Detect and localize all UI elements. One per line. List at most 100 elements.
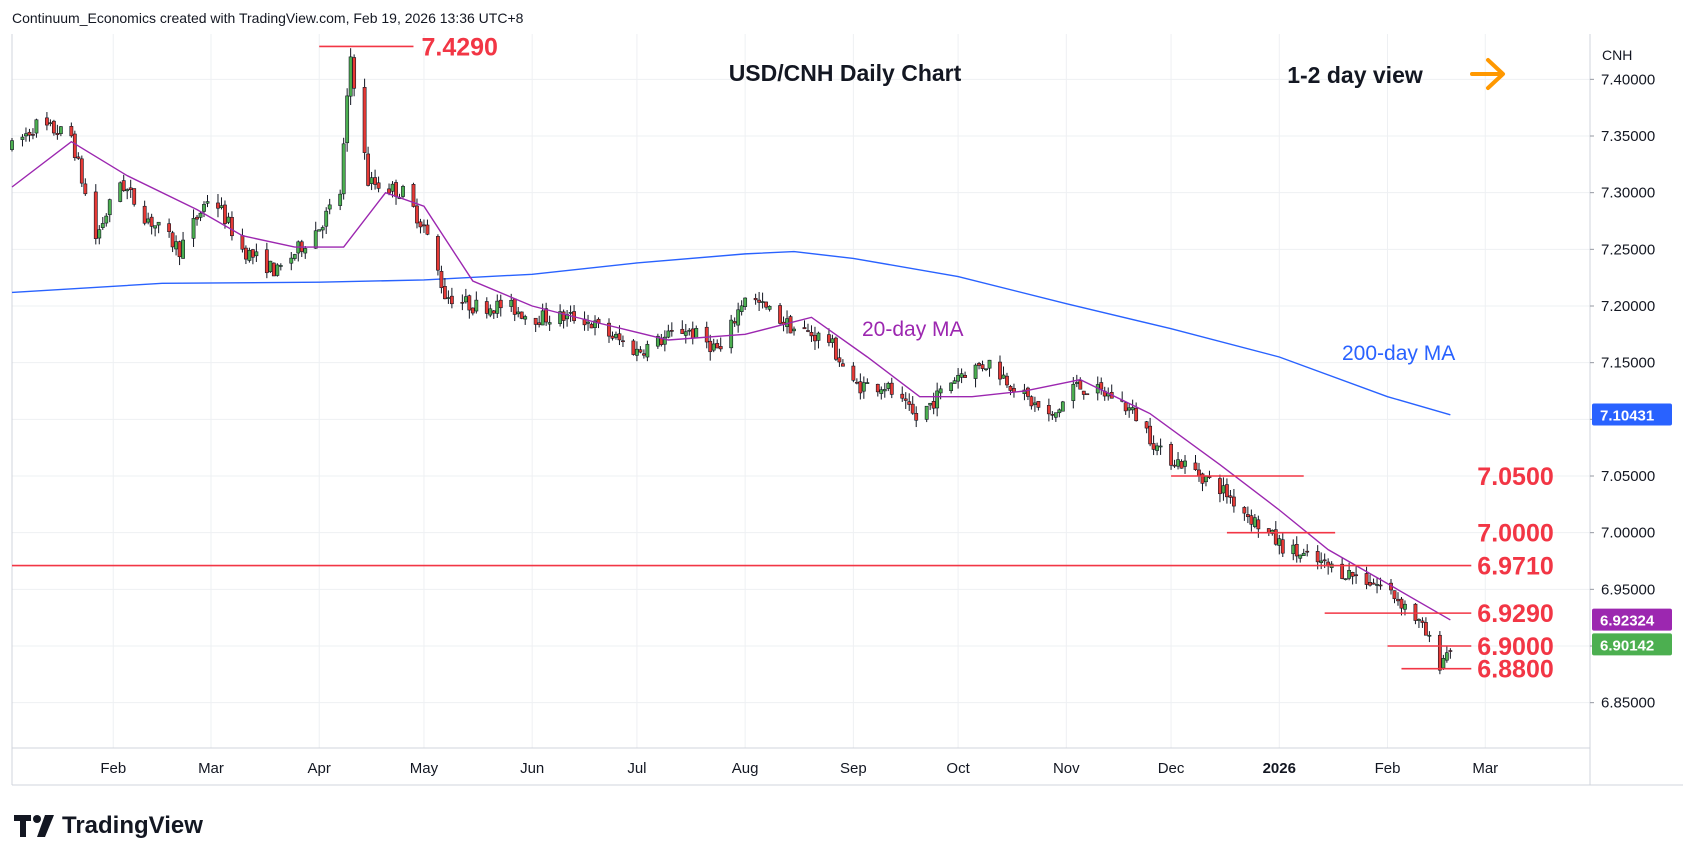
candle-body <box>324 210 329 227</box>
candle-body <box>422 224 426 227</box>
candle-body <box>621 340 625 343</box>
candle-body <box>24 133 28 137</box>
candle-body <box>984 368 988 371</box>
candle-body <box>1319 560 1324 563</box>
level-label: 6.9000 <box>1477 633 1553 661</box>
price-badge-label: 6.92324 <box>1600 613 1655 630</box>
candle-body <box>1396 599 1400 602</box>
candle-body <box>313 230 318 249</box>
candle-body <box>1371 582 1376 585</box>
level-label: 6.9290 <box>1477 600 1553 628</box>
candle-body <box>519 311 524 319</box>
candle-body <box>1193 462 1198 471</box>
candle-body <box>537 322 542 325</box>
candle-body <box>732 321 737 324</box>
candle-body <box>1148 425 1153 445</box>
candle-body <box>167 223 172 232</box>
x-tick-label: Mar <box>1472 760 1498 777</box>
candle-body <box>1081 390 1086 395</box>
candle-body <box>711 343 716 351</box>
candle-body <box>348 56 353 97</box>
candle-body <box>1155 445 1159 451</box>
candle-body <box>369 177 374 184</box>
x-tick-label: Oct <box>946 760 970 777</box>
candle-body <box>645 344 650 358</box>
x-tick-label: Nov <box>1053 760 1080 777</box>
chart-title: USD/CNH Daily Chart <box>729 60 962 86</box>
candle-body <box>467 295 472 311</box>
candle-body <box>247 250 252 261</box>
candle-body <box>1130 407 1135 411</box>
candle-body <box>1294 544 1299 557</box>
candle-body <box>128 187 133 191</box>
chart-credit: Continuum_Economics created with Trading… <box>12 10 524 26</box>
candle-body <box>512 298 517 315</box>
candle-body <box>181 239 185 259</box>
candle-body <box>418 221 423 228</box>
candle-body <box>1001 374 1006 379</box>
candle-body <box>341 143 346 195</box>
candle-body <box>219 205 224 208</box>
candle-body <box>34 119 39 134</box>
candle-body <box>327 204 332 210</box>
candle-body <box>223 204 227 224</box>
candle-body <box>813 334 817 342</box>
candle-body <box>879 389 884 394</box>
candle-body <box>830 338 835 343</box>
candle-body <box>216 202 220 209</box>
candle-body <box>174 241 178 250</box>
candle-body <box>694 328 699 339</box>
candle-body <box>484 301 489 314</box>
candle-body <box>1368 582 1372 586</box>
x-tick-label: Jul <box>627 760 646 777</box>
candle-body <box>753 298 758 301</box>
candle-body <box>104 215 109 224</box>
candle-body <box>317 229 322 232</box>
candle-body <box>250 249 255 258</box>
candle-body <box>1424 622 1428 636</box>
candle-body <box>861 382 866 392</box>
candle-body <box>662 336 667 345</box>
candle-body <box>973 364 978 379</box>
candle-body <box>271 262 276 277</box>
candle-body <box>802 327 807 330</box>
x-tick-label: 2026 <box>1263 760 1296 777</box>
candle-body <box>1127 407 1132 411</box>
candle-body <box>352 57 357 89</box>
sma20-label: 20-day MA <box>862 318 964 341</box>
candle-body <box>463 296 468 303</box>
y-tick-label: 7.30000 <box>1601 185 1655 202</box>
candle-body <box>865 382 870 384</box>
candle-body <box>1350 572 1355 577</box>
candle-body <box>931 401 936 409</box>
candle-body <box>1085 393 1090 396</box>
candle-body <box>268 260 273 273</box>
candle-body <box>1060 401 1065 412</box>
candle-body <box>544 308 549 323</box>
candle-body <box>1256 519 1261 530</box>
candle-body <box>387 188 391 194</box>
candle-body <box>51 120 56 134</box>
level-label: 7.0000 <box>1477 520 1553 548</box>
candle-body <box>146 218 151 223</box>
candle-body <box>425 224 430 235</box>
candle-body <box>1315 551 1320 563</box>
candle-body <box>767 305 772 310</box>
candle-body <box>1277 538 1282 546</box>
candle-body <box>1417 619 1421 621</box>
y-tick-label: 6.85000 <box>1601 695 1655 712</box>
x-tick-label: Apr <box>308 760 331 777</box>
price-badge <box>1592 633 1672 656</box>
candle-body <box>1050 414 1055 416</box>
candle-body <box>834 337 838 360</box>
candle-body <box>523 316 528 320</box>
candle-body <box>1026 387 1030 397</box>
tradingview-logo[interactable]: TradingView <box>14 812 203 840</box>
y-tick-label: 7.35000 <box>1601 128 1655 145</box>
candle-body <box>390 183 395 192</box>
candle-body <box>743 297 748 307</box>
candle-body <box>1033 402 1037 405</box>
candle-body <box>1305 550 1310 553</box>
candle-body <box>254 251 259 257</box>
